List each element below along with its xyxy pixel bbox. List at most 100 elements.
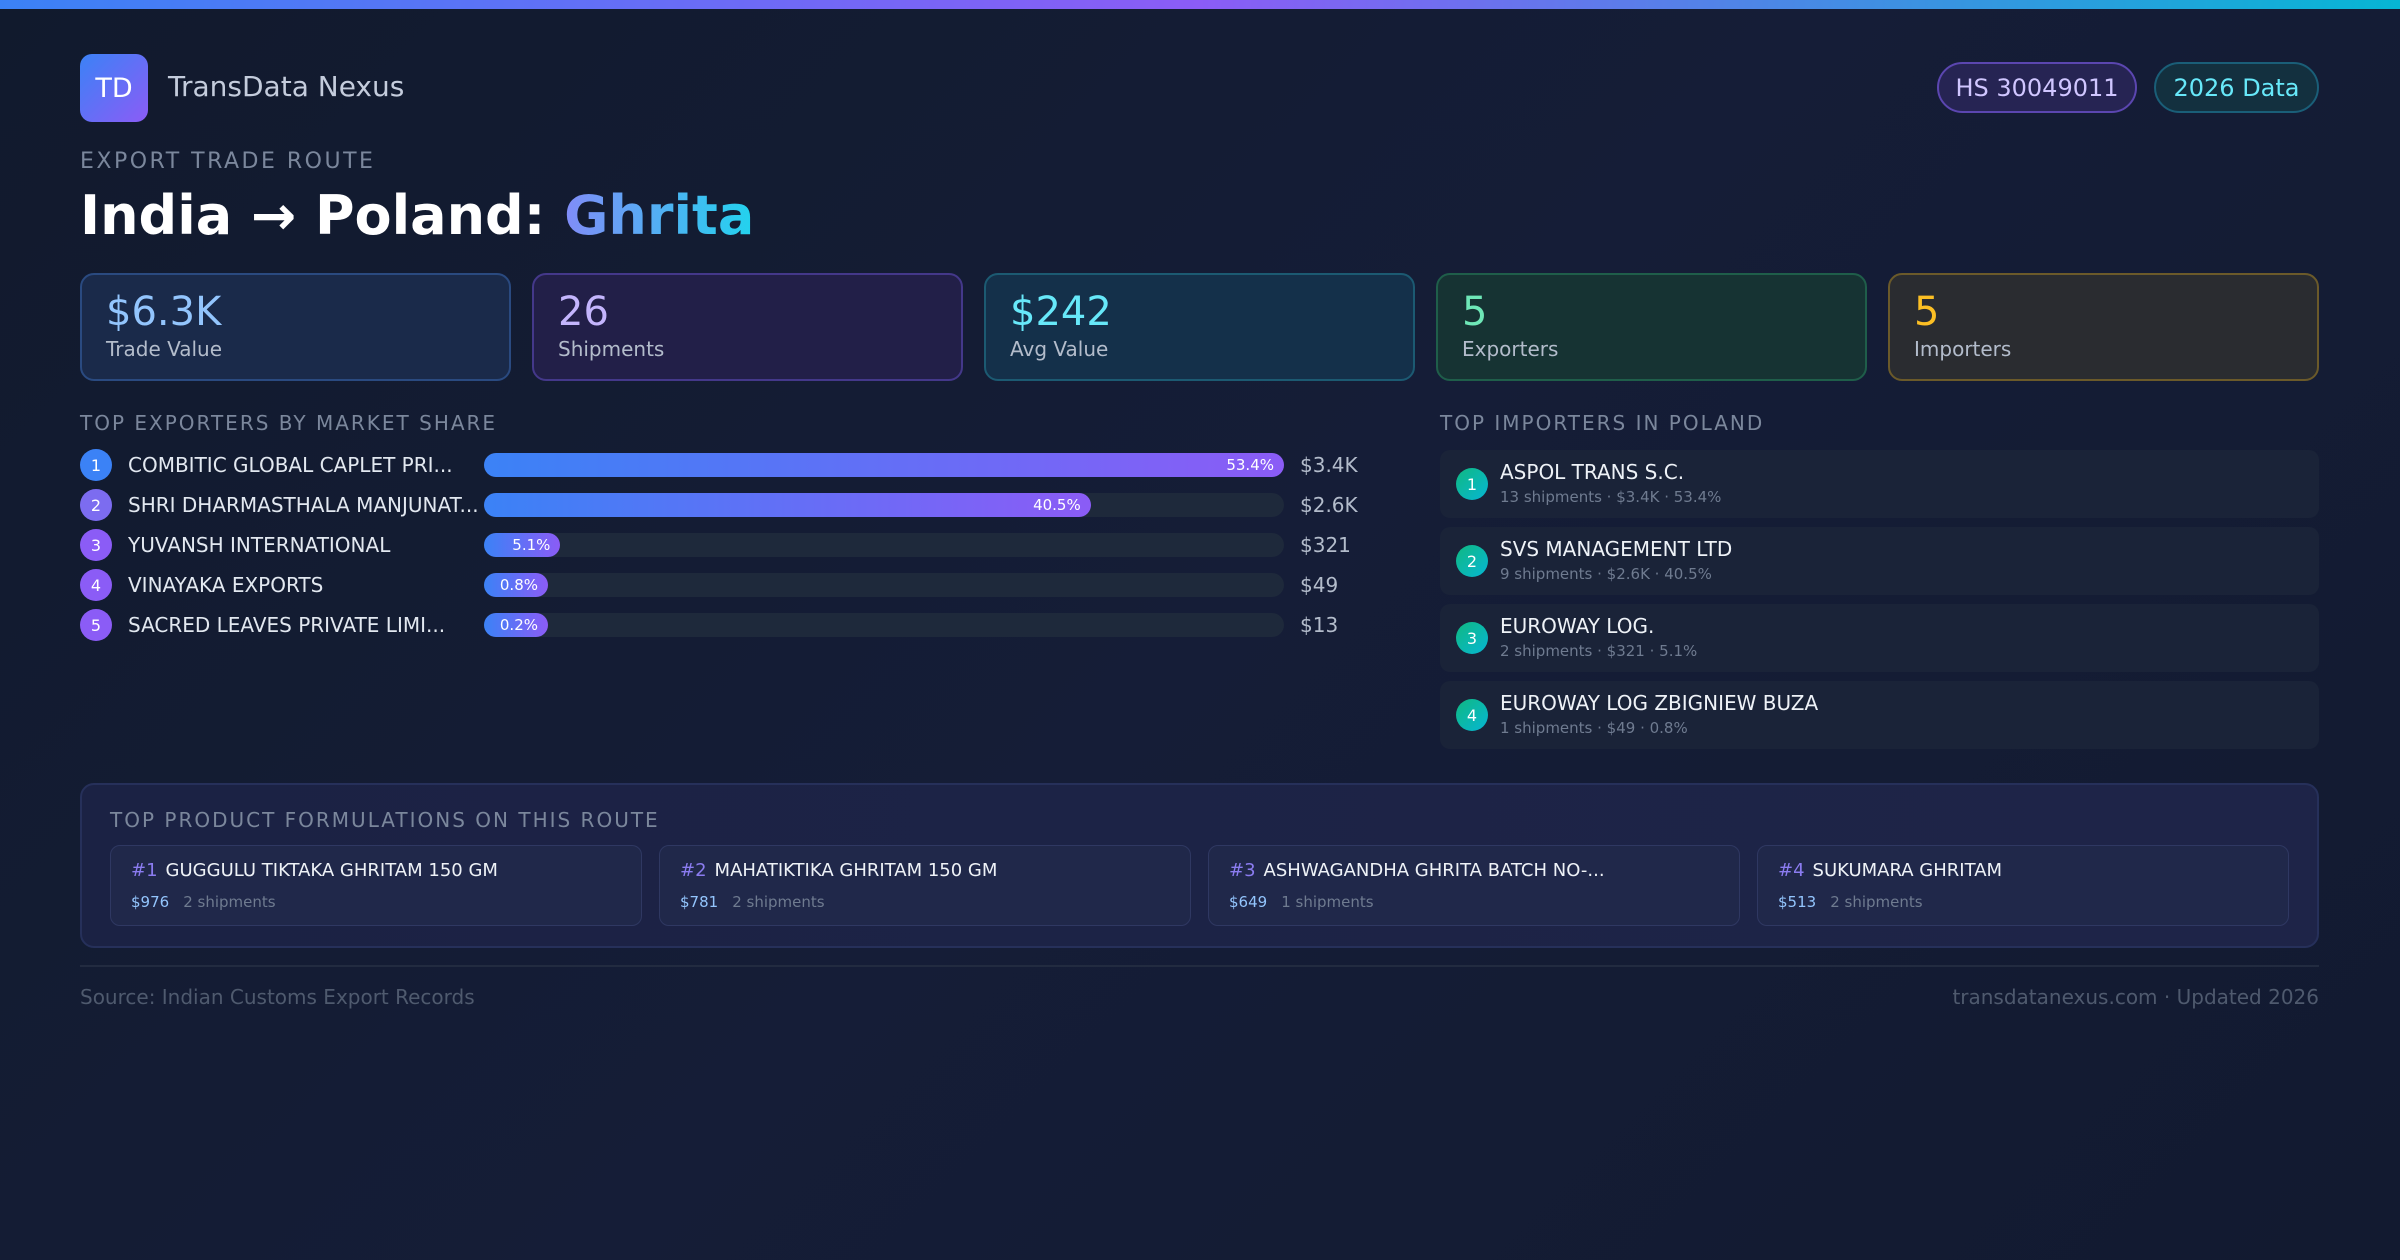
rank-badge: 2	[1456, 545, 1488, 577]
brand-name: TransData Nexus	[168, 70, 405, 103]
exporters-heading: TOP EXPORTERS BY MARKET SHARE	[80, 411, 498, 435]
product-card[interactable]: #2 MAHATIKTIKA GHRITAM 150 GM $781 2 shipm…	[659, 845, 1191, 926]
product-rank: #4	[1778, 860, 1805, 881]
rank-badge: 1	[80, 449, 112, 481]
importer-name: ASPOL TRANS S.C.	[1500, 460, 1685, 484]
stat-value: 5	[1462, 289, 1488, 335]
product-card[interactable]: #1 GUGGULU TIKTAKA GHRITAM 150 GM $976 2 s…	[110, 845, 642, 926]
stat-card-shipments: 26 Shipments	[532, 273, 963, 381]
page-title: India → Poland: Ghrita	[80, 184, 754, 247]
data-year-badge: 2026 Data	[2154, 62, 2319, 113]
product-rank: #2	[680, 860, 707, 881]
share-bar-fill: 53.4%	[484, 453, 1284, 477]
product-shipments: 1 shipments	[1281, 893, 1374, 911]
rank-badge: 5	[80, 609, 112, 641]
importer-name: EUROWAY LOG ZBIGNIEW BUZA	[1500, 691, 1819, 715]
exporter-name: YUVANSH INTERNATIONAL	[128, 533, 391, 557]
page-eyebrow: EXPORT TRADE ROUTE	[80, 149, 376, 174]
footer-divider	[80, 965, 2319, 967]
product-name: SUKUMARA GHRITAM	[1812, 860, 2003, 881]
product-rank: #1	[131, 860, 158, 881]
product-price: $649	[1229, 893, 1268, 911]
product-shipments: 2 shipments	[183, 893, 276, 911]
exporter-row[interactable]: 2 SHRI DHARMASTHALA MANJUNAT... 40.5% $2…	[80, 489, 1370, 521]
share-bar-fill: 0.8%	[484, 573, 548, 597]
share-bar-track: 53.4%	[484, 453, 1284, 477]
stat-label: Exporters	[1462, 337, 1559, 361]
importer-stats: 2 shipments · $321 · 5.1%	[1500, 642, 1698, 660]
share-bar-fill: 40.5%	[484, 493, 1091, 517]
product-label: Ghrita	[564, 184, 755, 247]
stat-label: Shipments	[558, 337, 665, 361]
footer-site: transdatanexus.com · Updated 2026	[1952, 985, 2319, 1009]
rank-badge: 4	[80, 569, 112, 601]
share-label: 0.2%	[499, 616, 538, 634]
stat-value: 26	[558, 289, 609, 335]
stat-card-importers: 5 Importers	[1888, 273, 2319, 381]
importer-stats: 13 shipments · $3.4K · 53.4%	[1500, 488, 1722, 506]
exporter-name: SHRI DHARMASTHALA MANJUNAT...	[128, 493, 479, 517]
exporter-value: $2.6K	[1300, 493, 1358, 517]
importer-card[interactable]: 4 EUROWAY LOG ZBIGNIEW BUZA 1 shipments …	[1440, 681, 2319, 749]
exporter-name: COMBITIC GLOBAL CAPLET PRI...	[128, 453, 453, 477]
stat-value: $242	[1010, 289, 1112, 335]
product-name: ASHWAGANDHA GHRITA BATCH NO-...	[1263, 860, 1605, 881]
exporter-name: SACRED LEAVES PRIVATE LIMI...	[128, 613, 446, 637]
importers-heading: TOP IMPORTERS IN POLAND	[1440, 411, 1765, 435]
stat-value: $6.3K	[106, 289, 222, 335]
top-accent-bar	[0, 0, 2400, 9]
share-bar-track: 0.2%	[484, 613, 1284, 637]
product-price: $781	[680, 893, 719, 911]
product-shipments: 2 shipments	[1830, 893, 1923, 911]
product-price: $976	[131, 893, 170, 911]
product-name: GUGGULU TIKTAKA GHRITAM 150 GM	[165, 860, 498, 881]
share-label: 0.8%	[499, 576, 538, 594]
importer-card[interactable]: 2 SVS MANAGEMENT LTD 9 shipments · $2.6K…	[1440, 527, 2319, 595]
stat-card-avg-value: $242 Avg Value	[984, 273, 1415, 381]
importer-name: EUROWAY LOG.	[1500, 614, 1655, 638]
share-label: 5.1%	[512, 536, 551, 554]
importer-stats: 1 shipments · $49 · 0.8%	[1500, 719, 1688, 737]
exporter-value: $321	[1300, 533, 1351, 557]
share-bar-fill: 5.1%	[484, 533, 561, 557]
product-card[interactable]: #4 SUKUMARA GHRITAM $513 2 shipments	[1757, 845, 2289, 926]
share-bar-track: 40.5%	[484, 493, 1284, 517]
product-rank: #3	[1229, 860, 1256, 881]
products-heading: TOP PRODUCT FORMULATIONS ON THIS ROUTE	[110, 808, 660, 832]
rank-badge: 3	[1456, 622, 1488, 654]
product-name: MAHATIKTIKA GHRITAM 150 GM	[714, 860, 998, 881]
exporter-row[interactable]: 4 VINAYAKA EXPORTS 0.8% $49	[80, 569, 1370, 601]
importer-card[interactable]: 3 EUROWAY LOG. 2 shipments · $321 · 5.1%	[1440, 604, 2319, 672]
product-shipments: 2 shipments	[732, 893, 825, 911]
stat-card-exporters: 5 Exporters	[1436, 273, 1867, 381]
exporter-row[interactable]: 3 YUVANSH INTERNATIONAL 5.1% $321	[80, 529, 1370, 561]
brand-logo: TD	[80, 54, 148, 122]
importer-stats: 9 shipments · $2.6K · 40.5%	[1500, 565, 1712, 583]
rank-badge: 4	[1456, 699, 1488, 731]
share-label: 53.4%	[1226, 456, 1274, 474]
importer-name: SVS MANAGEMENT LTD	[1500, 537, 1733, 561]
stat-value: 5	[1914, 289, 1940, 335]
rank-badge: 2	[80, 489, 112, 521]
stat-card-trade-value: $6.3K Trade Value	[80, 273, 511, 381]
share-bar-fill: 0.2%	[484, 613, 548, 637]
products-panel: TOP PRODUCT FORMULATIONS ON THIS ROUTE #…	[80, 783, 2319, 948]
exporter-value: $49	[1300, 573, 1339, 597]
exporter-row[interactable]: 1 COMBITIC GLOBAL CAPLET PRI... 53.4% $3…	[80, 449, 1370, 481]
product-price: $513	[1778, 893, 1817, 911]
share-label: 40.5%	[1033, 496, 1081, 514]
importer-card[interactable]: 1 ASPOL TRANS S.C. 13 shipments · $3.4K …	[1440, 450, 2319, 518]
stat-label: Importers	[1914, 337, 2012, 361]
exporter-value: $13	[1300, 613, 1339, 637]
footer-source: Source: Indian Customs Export Records	[80, 985, 475, 1009]
exporter-name: VINAYAKA EXPORTS	[128, 573, 324, 597]
stat-label: Trade Value	[106, 337, 223, 361]
exporter-value: $3.4K	[1300, 453, 1358, 477]
hs-code-badge: HS 30049011	[1937, 62, 2137, 113]
exporter-row[interactable]: 5 SACRED LEAVES PRIVATE LIMI... 0.2% $13	[80, 609, 1370, 641]
share-bar-track: 5.1%	[484, 533, 1284, 557]
route-label: India → Poland:	[80, 184, 565, 247]
rank-badge: 1	[1456, 468, 1488, 500]
product-card[interactable]: #3 ASHWAGANDHA GHRITA BATCH NO-... $649 1 …	[1208, 845, 1740, 926]
stat-label: Avg Value	[1010, 337, 1109, 361]
